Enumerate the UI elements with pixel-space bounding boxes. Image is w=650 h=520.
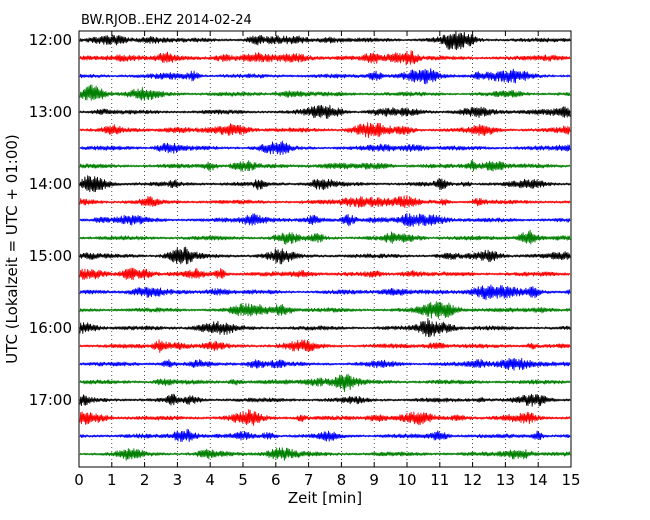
x-tick-label: 0	[74, 471, 84, 489]
x-tick-label: 11	[430, 471, 449, 489]
seismogram-trace	[79, 393, 571, 407]
seismogram-trace	[79, 194, 571, 209]
seismogram-trace	[79, 339, 571, 353]
y-tick-label: 14:00	[29, 175, 72, 193]
x-tick-label: 5	[238, 471, 248, 489]
y-tick-label: 13:00	[29, 103, 72, 121]
seismogram-trace	[79, 284, 571, 301]
plot-background	[79, 31, 571, 467]
x-tick-label: 9	[369, 471, 379, 489]
x-tick-label: 3	[173, 471, 183, 489]
x-axis-ticks: 0 1 2 3 4 5 6 7 8 9 10 11 12 13 14 15	[74, 31, 581, 489]
x-tick-label: 8	[337, 471, 347, 489]
x-tick-label: 4	[205, 471, 215, 489]
seismogram-trace	[79, 301, 571, 319]
y-tick-label: 17:00	[29, 391, 72, 409]
x-tick-label: 7	[304, 471, 314, 489]
seismogram-trace	[79, 213, 571, 227]
seismogram-trace	[79, 84, 571, 101]
x-tick-label: 2	[140, 471, 150, 489]
seismogram-trace	[79, 318, 571, 338]
seismogram-trace	[79, 428, 571, 442]
x-axis-label: Zeit [min]	[288, 489, 362, 507]
plot-frame	[78, 30, 572, 468]
grid-lines	[111, 31, 539, 467]
y-tick-label: 15:00	[29, 247, 72, 265]
x-tick-label: 12	[463, 471, 482, 489]
y-tick-label: 16:00	[29, 319, 72, 337]
chart-title: BW.RJOB..EHZ 2014-02-24	[81, 13, 252, 28]
seismogram-trace	[79, 104, 571, 119]
seismogram-trace	[79, 409, 571, 426]
seismogram-trace	[79, 68, 571, 85]
x-tick-label: 14	[529, 471, 548, 489]
seismogram-trace	[79, 140, 571, 156]
x-tick-label: 13	[496, 471, 515, 489]
y-tick-label: 12:00	[29, 31, 72, 49]
seismogram-trace	[79, 373, 571, 393]
y-axis-ticks: 12:00 13:00 14:00 15:00 16:00 17:00	[29, 31, 571, 409]
seismogram-trace	[79, 246, 571, 265]
seismogram-trace	[79, 122, 571, 139]
seismogram-traces	[79, 30, 571, 461]
seismogram-trace	[79, 30, 571, 51]
x-tick-label: 1	[107, 471, 117, 489]
seismogram-trace	[79, 267, 571, 281]
seismogram-trace	[79, 357, 571, 371]
seismogram-trace	[79, 175, 571, 193]
seismogram-trace	[79, 160, 571, 172]
x-tick-label: 10	[397, 471, 416, 489]
seismogram-trace	[79, 447, 571, 461]
seismogram-trace	[79, 50, 571, 66]
x-tick-label: 6	[271, 471, 281, 489]
y-axis-label: UTC (Lokalzeit = UTC + 01:00)	[3, 134, 21, 364]
seismogram-trace	[79, 229, 571, 245]
x-tick-label: 15	[561, 471, 580, 489]
